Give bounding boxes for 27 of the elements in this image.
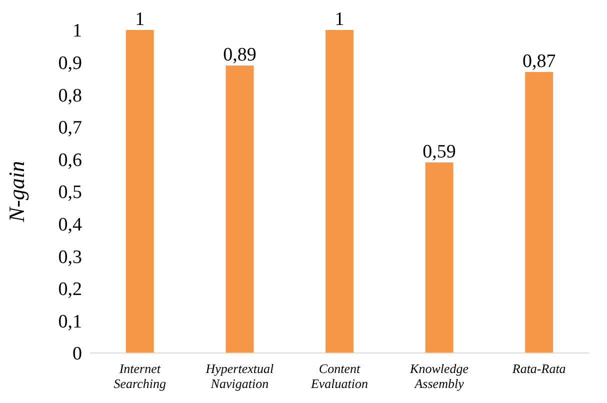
y-tick-label: 0,2 — [58, 279, 82, 300]
y-tick-label: 0,8 — [58, 85, 82, 106]
x-tick-label: Content Evaluation — [310, 361, 368, 391]
x-tick-label: Knowledge Assembly — [409, 361, 469, 391]
data-label: 1 — [135, 9, 145, 30]
x-tick-label: Internet Searching — [114, 361, 167, 391]
y-tick-label: 0,7 — [58, 118, 82, 139]
bar — [126, 30, 154, 353]
bar — [525, 72, 554, 353]
y-tick-label: 0,9 — [58, 53, 82, 74]
y-tick-label: 0,5 — [58, 182, 82, 204]
bar — [425, 162, 454, 353]
y-tick-label: 1 — [72, 20, 82, 42]
y-tick-label: 0,4 — [58, 214, 82, 236]
data-label: 0,89 — [223, 44, 256, 66]
bar — [326, 30, 354, 353]
bar — [226, 66, 254, 353]
y-tick-label: 0,6 — [58, 150, 82, 171]
data-label: 0,87 — [522, 50, 556, 72]
y-tick-label: 0,1 — [58, 311, 82, 332]
data-label: 1 — [334, 9, 344, 30]
y-tick-label: 0 — [72, 344, 82, 365]
y-axis-title: N-gain — [4, 160, 29, 224]
y-tick-label: 0,3 — [58, 246, 82, 268]
x-tick-label: Hypertextual Navigation — [204, 361, 274, 391]
x-tick-label: Rata-Rata — [511, 361, 566, 376]
data-label: 0,59 — [422, 141, 456, 162]
